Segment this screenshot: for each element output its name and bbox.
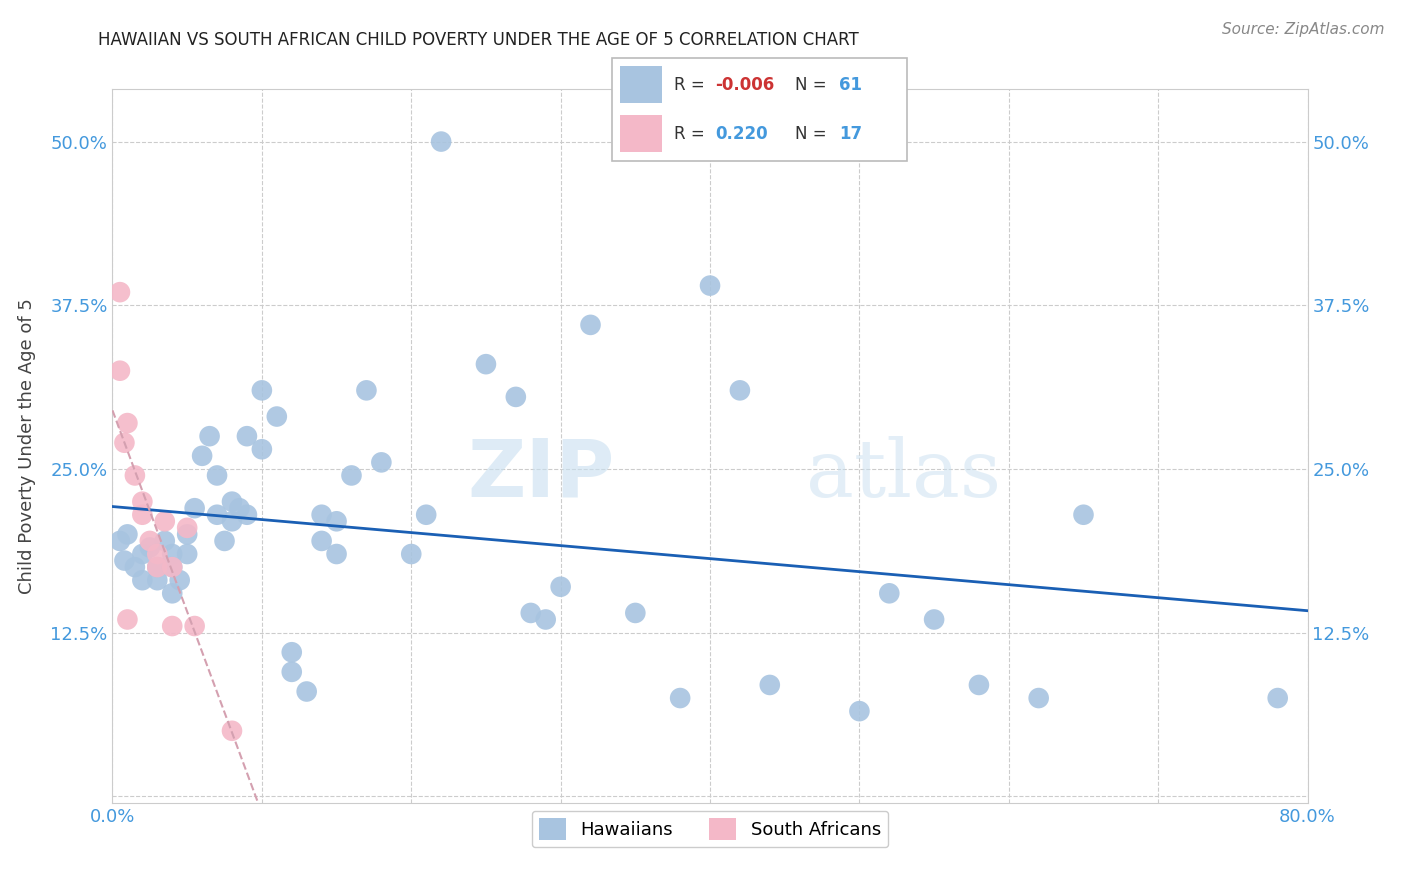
- Point: [281, 665, 304, 679]
- Point: [146, 560, 169, 574]
- Point: [669, 691, 692, 706]
- Point: [176, 547, 198, 561]
- Point: [848, 704, 870, 718]
- Point: [311, 533, 333, 548]
- Point: [131, 573, 153, 587]
- Point: [221, 723, 243, 738]
- Point: [146, 560, 169, 574]
- Point: [114, 553, 135, 567]
- Point: [162, 560, 183, 574]
- Point: [370, 455, 392, 469]
- Point: [214, 533, 236, 548]
- Point: [169, 573, 191, 587]
- Point: [550, 580, 572, 594]
- Point: [250, 442, 273, 457]
- Point: [430, 135, 453, 149]
- Point: [162, 619, 183, 633]
- Point: [356, 384, 378, 398]
- Y-axis label: Child Poverty Under the Age of 5: Child Poverty Under the Age of 5: [18, 298, 37, 594]
- Point: [221, 514, 243, 528]
- Point: [534, 612, 557, 626]
- Point: [505, 390, 527, 404]
- Point: [124, 560, 146, 574]
- Point: [728, 384, 751, 398]
- Text: R =: R =: [673, 125, 714, 143]
- Point: [108, 364, 131, 378]
- Point: [153, 514, 176, 528]
- Point: [1267, 691, 1289, 706]
- Point: [117, 416, 139, 430]
- Text: R =: R =: [673, 76, 710, 94]
- Point: [162, 586, 183, 600]
- Text: atlas: atlas: [806, 435, 1001, 514]
- Text: N =: N =: [794, 76, 831, 94]
- Text: 61: 61: [839, 76, 862, 94]
- Point: [221, 494, 243, 508]
- Point: [139, 533, 162, 548]
- Point: [1073, 508, 1095, 522]
- Point: [325, 547, 347, 561]
- Point: [311, 508, 333, 522]
- Point: [401, 547, 423, 561]
- Point: [922, 612, 945, 626]
- Point: [250, 384, 273, 398]
- Text: Source: ZipAtlas.com: Source: ZipAtlas.com: [1222, 22, 1385, 37]
- Point: [108, 285, 131, 300]
- Point: [266, 409, 288, 424]
- Point: [198, 429, 221, 443]
- Point: [967, 678, 990, 692]
- Legend: Hawaiians, South Africans: Hawaiians, South Africans: [531, 811, 889, 847]
- Text: HAWAIIAN VS SOUTH AFRICAN CHILD POVERTY UNDER THE AGE OF 5 CORRELATION CHART: HAWAIIAN VS SOUTH AFRICAN CHILD POVERTY …: [98, 31, 859, 49]
- Text: 0.220: 0.220: [716, 125, 768, 143]
- Point: [146, 573, 169, 587]
- Point: [415, 508, 437, 522]
- Point: [117, 527, 139, 541]
- Point: [699, 278, 721, 293]
- Point: [520, 606, 543, 620]
- Point: [236, 429, 259, 443]
- Text: -0.006: -0.006: [716, 76, 775, 94]
- Point: [114, 435, 135, 450]
- Text: N =: N =: [794, 125, 831, 143]
- Point: [624, 606, 647, 620]
- Point: [236, 508, 259, 522]
- Point: [295, 684, 318, 698]
- Point: [162, 547, 183, 561]
- Point: [183, 501, 205, 516]
- Point: [124, 468, 146, 483]
- Point: [131, 547, 153, 561]
- Point: [759, 678, 782, 692]
- Point: [1028, 691, 1050, 706]
- Point: [340, 468, 363, 483]
- Point: [162, 560, 183, 574]
- Point: [176, 521, 198, 535]
- Bar: [620, 66, 662, 103]
- Point: [281, 645, 304, 659]
- Point: [191, 449, 214, 463]
- Point: [325, 514, 347, 528]
- Point: [205, 468, 228, 483]
- Point: [153, 533, 176, 548]
- Text: 17: 17: [839, 125, 862, 143]
- Point: [108, 533, 131, 548]
- Point: [475, 357, 498, 371]
- Point: [117, 612, 139, 626]
- Point: [879, 586, 901, 600]
- Point: [579, 318, 602, 332]
- Text: ZIP: ZIP: [467, 435, 614, 514]
- Point: [131, 508, 153, 522]
- Point: [146, 547, 169, 561]
- Bar: [620, 115, 662, 153]
- Point: [131, 494, 153, 508]
- Point: [205, 508, 228, 522]
- Point: [139, 541, 162, 555]
- FancyBboxPatch shape: [612, 58, 907, 161]
- Point: [228, 501, 250, 516]
- Point: [183, 619, 205, 633]
- Point: [176, 527, 198, 541]
